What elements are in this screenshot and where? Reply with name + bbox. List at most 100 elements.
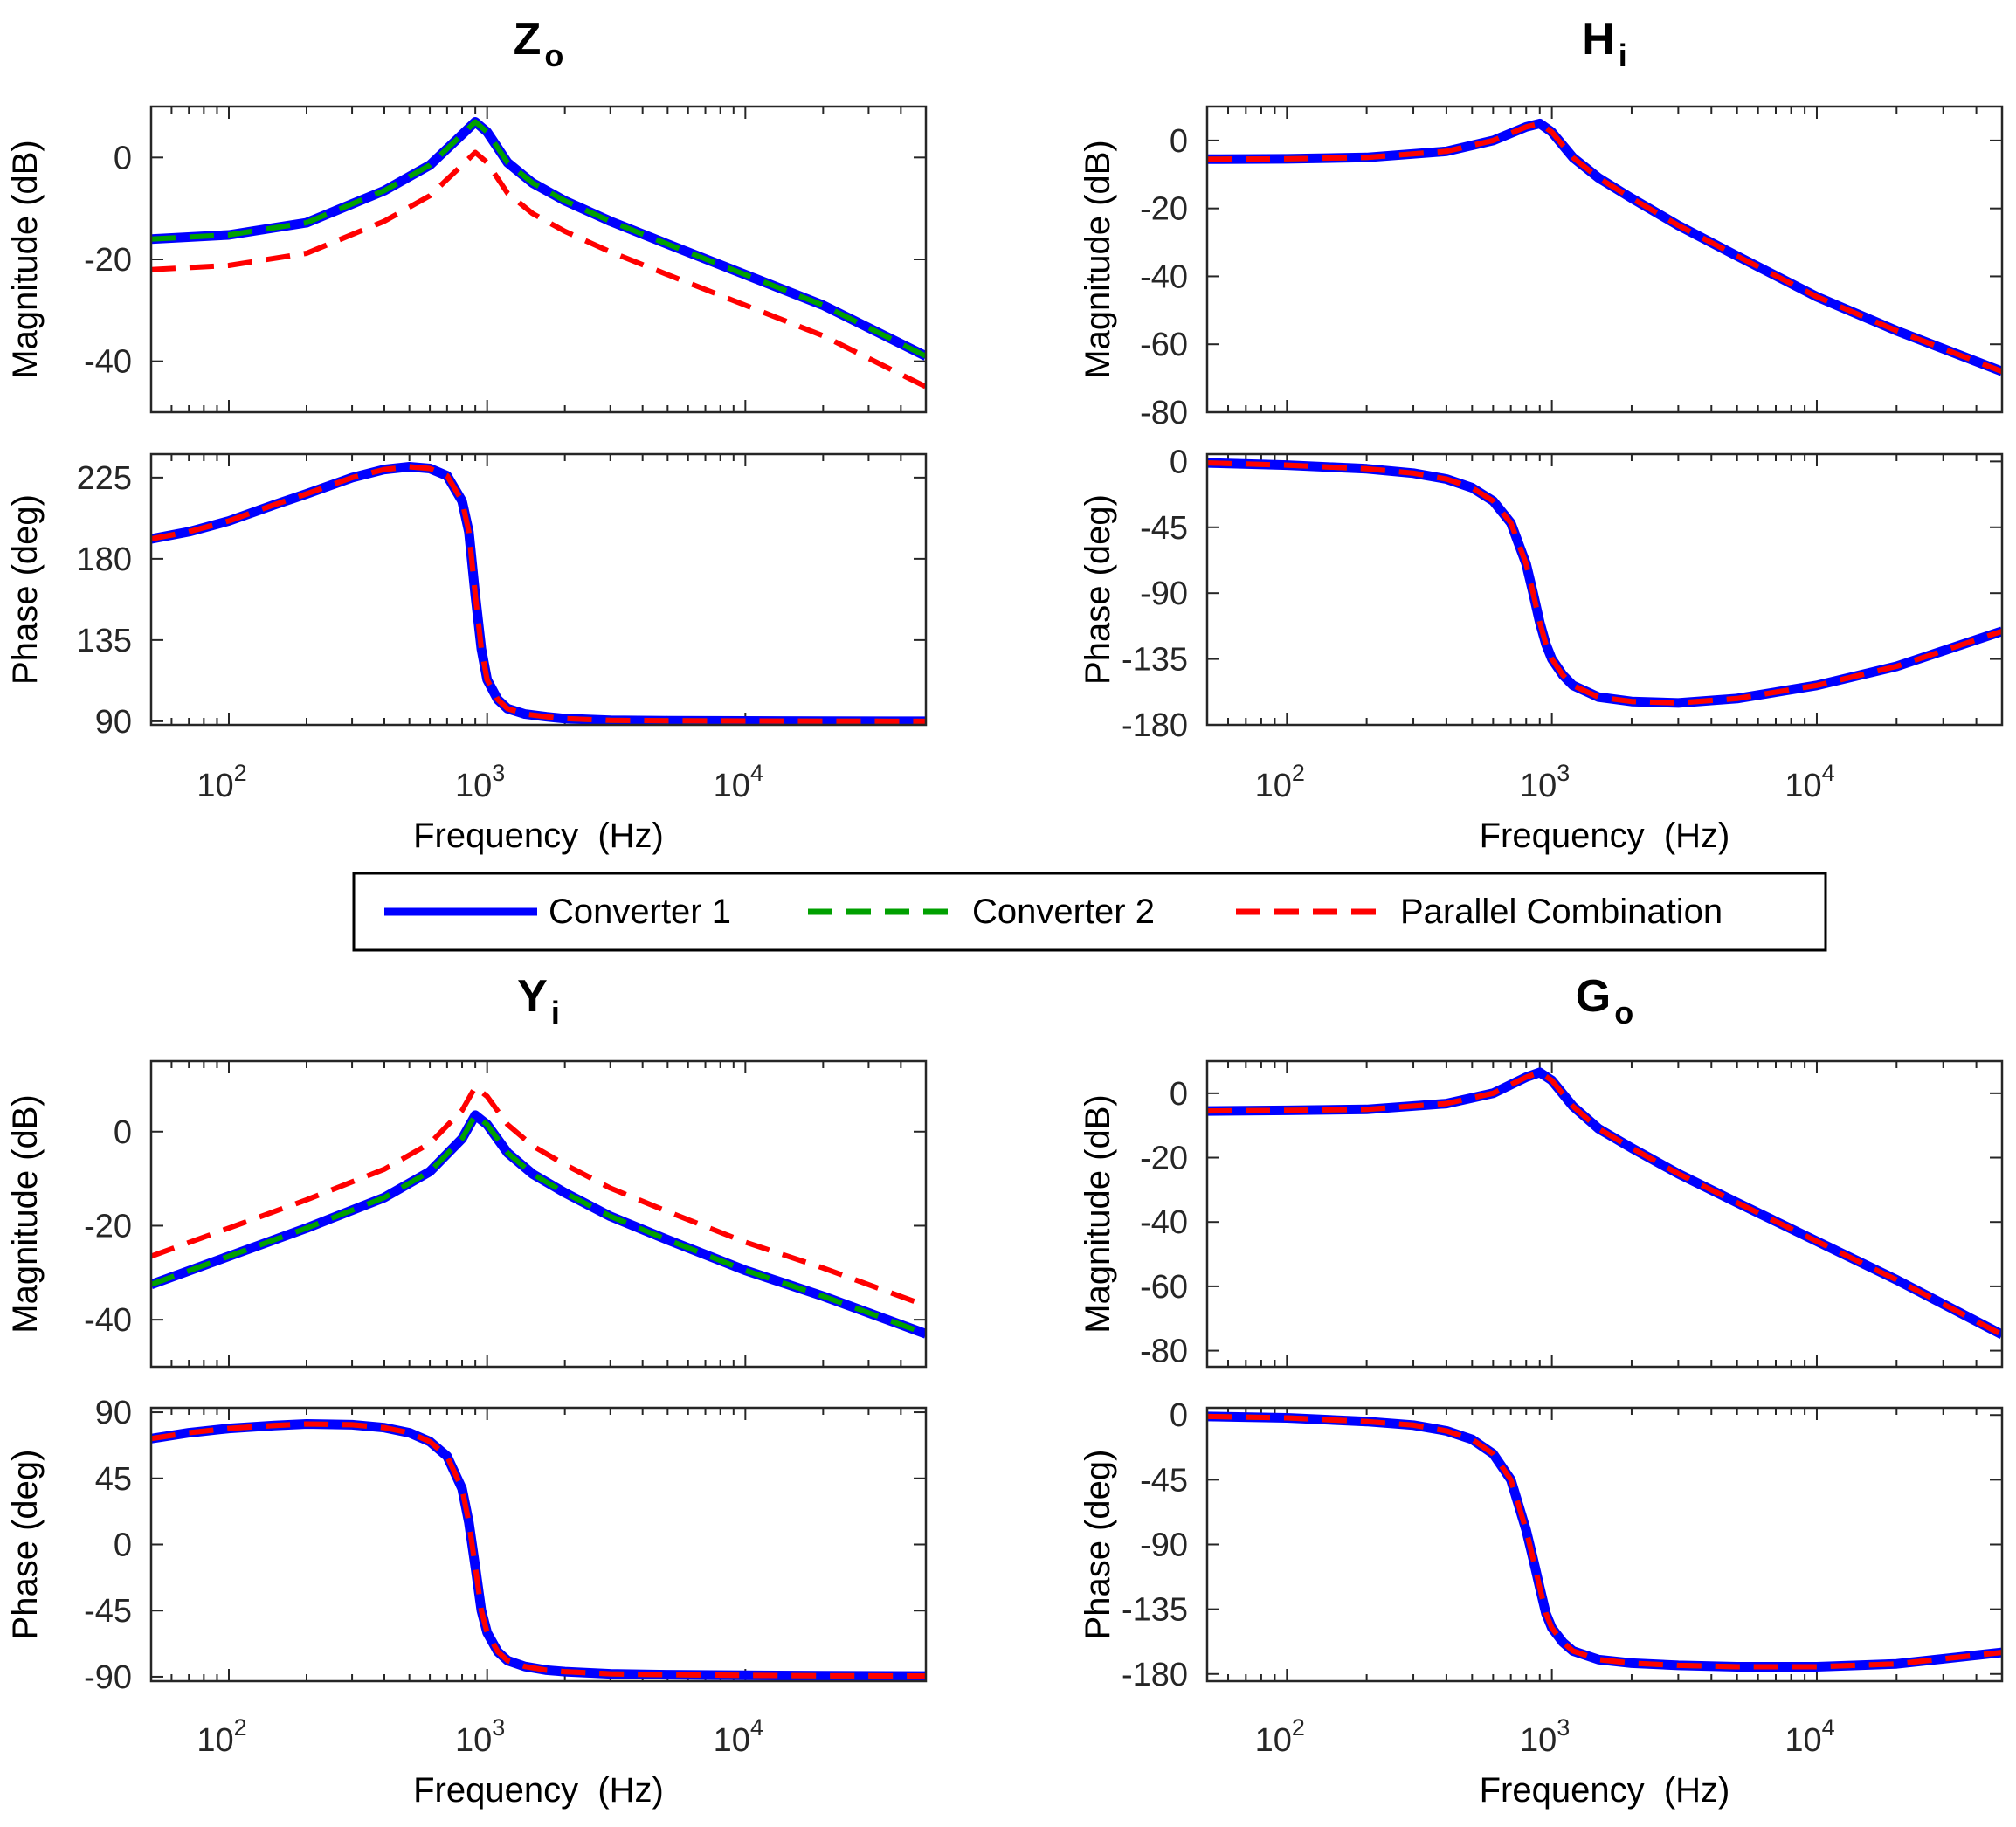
phase-y-tick-label: 0 <box>1170 1397 1188 1434</box>
phase-series-group <box>1207 458 2002 708</box>
magnitude-panel: 0 -20 -40 Magnitude (dB) <box>6 1059 928 1369</box>
magnitude-y-axis-label: Magnitude (dB) <box>6 140 45 378</box>
series-line-parallel-combination <box>1207 460 2002 706</box>
magnitude-y-tick-label: 0 <box>114 140 132 176</box>
x-axis-label: Frequency (Hz) <box>1480 1771 1730 1810</box>
magnitude-y-tick-label: -80 <box>1140 395 1188 431</box>
x-tick-label-exponent: 2 <box>234 1714 247 1741</box>
chart-title-subscript: o <box>544 38 563 73</box>
x-tick-label-base: 10 <box>197 1722 233 1759</box>
x-tick-label-exponent: 2 <box>234 760 247 786</box>
x-tick-label-base: 10 <box>1255 768 1292 804</box>
phase-y-tick-label: -180 <box>1122 707 1188 744</box>
x-tick-label-exponent: 3 <box>492 760 505 786</box>
phase-plot-area <box>151 454 926 725</box>
phase-y-tick-label: -180 <box>1122 1657 1188 1693</box>
legend-label-converter-2: Converter 2 <box>972 893 1155 931</box>
x-tick-label: 103 <box>455 760 505 804</box>
phase-y-tick-label: -45 <box>84 1593 132 1630</box>
x-tick-label-exponent: 2 <box>1292 1714 1305 1741</box>
phase-plot-area <box>151 1408 926 1681</box>
x-axis-label: Frequency (Hz) <box>1480 817 1730 855</box>
x-tick-label-exponent: 3 <box>1557 1714 1570 1741</box>
phase-y-tick-label: 225 <box>77 460 132 497</box>
phase-frame <box>149 1406 928 1683</box>
x-tick-label: 104 <box>714 1714 763 1759</box>
phase-y-tick-label: 0 <box>1170 444 1188 480</box>
phase-panel: 90 45 0 -45 -90 Phase (deg) <box>6 1395 928 1696</box>
magnitude-y-tick-label: 0 <box>1170 123 1188 160</box>
x-tick-label-exponent: 3 <box>492 1714 505 1741</box>
chart-title-subscript: i <box>1619 38 1627 73</box>
phase-y-tick-label: -135 <box>1122 1592 1188 1629</box>
legend: Converter 1 Converter 2 Parallel Combina… <box>352 872 1827 952</box>
x-tick-label: 103 <box>455 1714 505 1759</box>
x-tick-label-base: 10 <box>1785 768 1821 804</box>
series-line-converter-2 <box>151 1112 926 1337</box>
x-tick-label: 102 <box>1255 760 1305 804</box>
x-tick-label: 104 <box>1785 1714 1834 1759</box>
x-tick-label-base: 10 <box>1785 1722 1821 1759</box>
phase-y-tick-label: 45 <box>95 1461 132 1498</box>
phase-y-tick-label: -90 <box>1140 576 1188 612</box>
magnitude-y-axis-label: Magnitude (dB) <box>6 1094 45 1333</box>
chart-title-main: H <box>1582 14 1615 65</box>
phase-y-tick-label: -90 <box>84 1659 132 1696</box>
magnitude-y-tick-label: 0 <box>114 1114 132 1151</box>
phase-y-tick-label: -45 <box>1140 510 1188 547</box>
series-line-converter-1 <box>1207 1411 2002 1672</box>
phase-y-axis-label: Phase (deg) <box>6 494 45 685</box>
x-tick-label: 103 <box>1520 1714 1570 1759</box>
x-tick-label-base: 10 <box>197 768 233 804</box>
phase-y-axis-label: Phase (deg) <box>1079 494 1117 685</box>
x-tick-label-exponent: 2 <box>1292 760 1305 786</box>
magnitude-y-axis-label: Magnitude (dB) <box>1079 140 1117 378</box>
chart-title-subscript: i <box>551 995 560 1031</box>
magnitude-y-tick-label: -20 <box>84 1208 132 1244</box>
phase-y-tick-label: 135 <box>77 623 132 659</box>
x-tick-label: 102 <box>197 760 246 804</box>
magnitude-frame <box>1205 1059 2004 1369</box>
magnitude-y-tick-label: -20 <box>1140 191 1188 228</box>
phase-y-tick-label: -90 <box>1140 1527 1188 1564</box>
phase-plot-area <box>1207 1408 2002 1681</box>
magnitude-series-group <box>151 1084 926 1339</box>
legend-label-parallel-combination: Parallel Combination <box>1400 893 1723 931</box>
phase-y-axis-label: Phase (deg) <box>1079 1450 1117 1640</box>
magnitude-y-tick-label: 0 <box>1170 1076 1188 1113</box>
x-tick-label-exponent: 3 <box>1557 760 1570 786</box>
x-tick-label-exponent: 4 <box>1822 1714 1835 1741</box>
magnitude-y-tick-label: -20 <box>84 242 132 279</box>
x-tick-label-base: 10 <box>1520 1722 1557 1759</box>
x-axis-label: Frequency (Hz) <box>413 1771 664 1810</box>
legend-label-converter-1: Converter 1 <box>549 893 731 931</box>
x-tick-label-exponent: 4 <box>750 760 763 786</box>
phase-series-group <box>151 462 926 725</box>
x-tick-label-base: 10 <box>1520 768 1557 804</box>
x-tick-label: 102 <box>1255 1714 1305 1759</box>
phase-frame <box>1205 1406 2004 1683</box>
magnitude-y-tick-label: -80 <box>1140 1334 1188 1370</box>
x-tick-label: 102 <box>197 1714 246 1759</box>
x-tick-label-exponent: 4 <box>750 1714 763 1741</box>
series-line-parallel-combination <box>151 1084 926 1308</box>
magnitude-series-group <box>151 117 926 390</box>
phase-y-tick-label: 90 <box>95 704 132 741</box>
magnitude-panel: 0 -20 -40 -60 -80 Magnitude (dB) <box>1079 1059 2004 1370</box>
magnitude-y-tick-label: -40 <box>1140 1204 1188 1241</box>
phase-y-tick-label: -45 <box>1140 1462 1188 1499</box>
phase-series-group <box>1207 1411 2002 1672</box>
x-tick-label-exponent: 4 <box>1822 760 1835 786</box>
phase-y-tick-label: 0 <box>114 1527 132 1564</box>
magnitude-y-tick-label: -60 <box>1140 1269 1188 1306</box>
magnitude-panel: 0 -20 -40 -60 -80 Magnitude (dB) <box>1079 105 2004 431</box>
magnitude-y-tick-label: -40 <box>84 1302 132 1339</box>
x-tick-label: 104 <box>714 760 763 804</box>
magnitude-series-group <box>1207 1067 2002 1340</box>
